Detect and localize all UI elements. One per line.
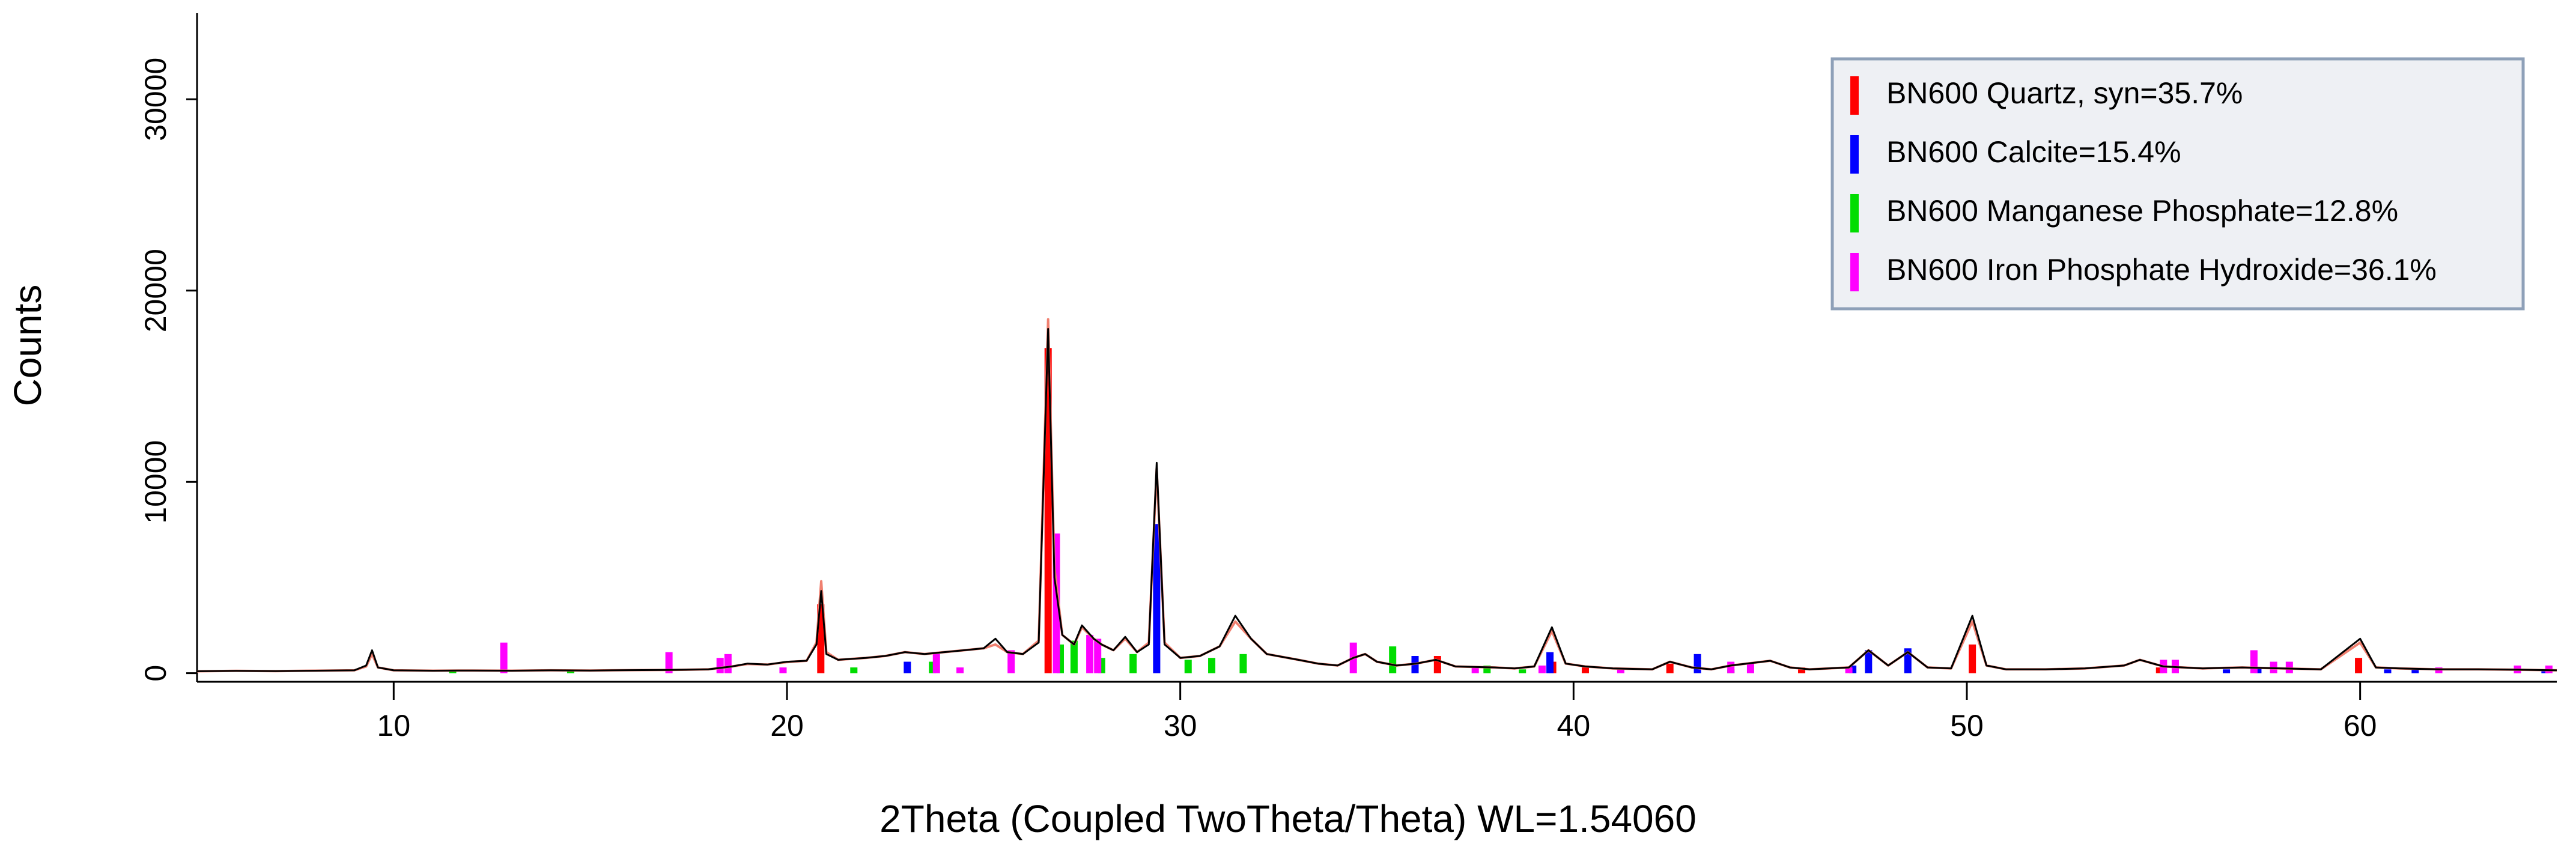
phase-stick [956,667,964,673]
legend-swatch [1850,253,1859,291]
x-tick-label: 40 [1557,709,1591,742]
legend-label: BN600 Quartz, syn=35.7% [1886,76,2243,110]
phase-stick [1433,656,1441,673]
phase-stick [1007,650,1015,673]
phase-stick [779,667,787,673]
phase-stick [2155,667,2163,673]
phase-stick [1208,658,1216,673]
phase-stick [1094,639,1102,673]
legend-swatch [1850,194,1859,232]
x-tick-label: 50 [1950,709,1984,742]
x-axis-label: 2Theta (Coupled TwoTheta/Theta) WL=1.540… [879,797,1697,840]
y-axis-label: Counts [6,285,49,407]
phase-stick [1129,654,1137,673]
phase-stick [2250,650,2258,673]
phase-stick [2355,658,2363,673]
phase-stick [1153,524,1161,673]
legend-label: BN600 Iron Phosphate Hydroxide=36.1% [1886,253,2437,287]
phase-stick [1666,663,1674,673]
phase-stick [850,667,858,673]
phase-stick [1845,667,1853,673]
y-tick-label: 20000 [139,249,172,332]
phase-stick [500,642,508,673]
phase-stick [1519,669,1526,673]
x-tick-label: 30 [1164,709,1197,742]
legend-label: BN600 Manganese Phosphate=12.8% [1886,194,2398,228]
legend-swatch [1850,76,1859,115]
phase-stick [2254,667,2262,673]
y-tick-label: 10000 [139,440,172,524]
x-tick-label: 10 [377,709,411,742]
phase-stick [1865,650,1873,673]
phase-stick [1581,667,1589,673]
phase-stick [1969,644,1976,673]
phase-stick [1184,660,1192,673]
phase-stick [2411,669,2419,673]
phase-stick [665,652,673,673]
phase-stick [904,661,911,673]
phase-stick [1617,669,1624,673]
x-tick-label: 20 [770,709,804,742]
phase-stick [2223,669,2231,673]
phase-stick [567,671,574,673]
x-tick-label: 60 [2344,709,2377,742]
pattern-line [196,318,2557,673]
phase-stick [1070,640,1078,673]
phase-stick [1727,661,1735,673]
legend: BN600 Quartz, syn=35.7% BN600 Calcite=15.… [1830,57,2525,311]
y-tick-label: 30000 [139,58,172,141]
phase-stick [1389,646,1397,673]
phase-stick [1239,654,1247,673]
legend-box [1830,57,2525,311]
phase-stick [2384,669,2392,673]
phase-stick [1694,654,1701,673]
phase-stick [1538,665,1546,673]
phase-stick [449,671,457,673]
legend-label: BN600 Calcite=15.4% [1886,135,2181,169]
phase-stick [724,654,732,673]
phase-stick [1746,663,1754,673]
phase-stick [1546,652,1554,673]
pattern-line [196,328,2557,672]
legend-swatch [1850,135,1859,174]
y-tick-label: 0 [139,665,172,682]
phase-stick [1798,667,1806,673]
phase-stick [1471,667,1479,673]
phase-stick [932,654,940,673]
phase-stick [1086,634,1094,673]
phase-stick [716,658,724,673]
